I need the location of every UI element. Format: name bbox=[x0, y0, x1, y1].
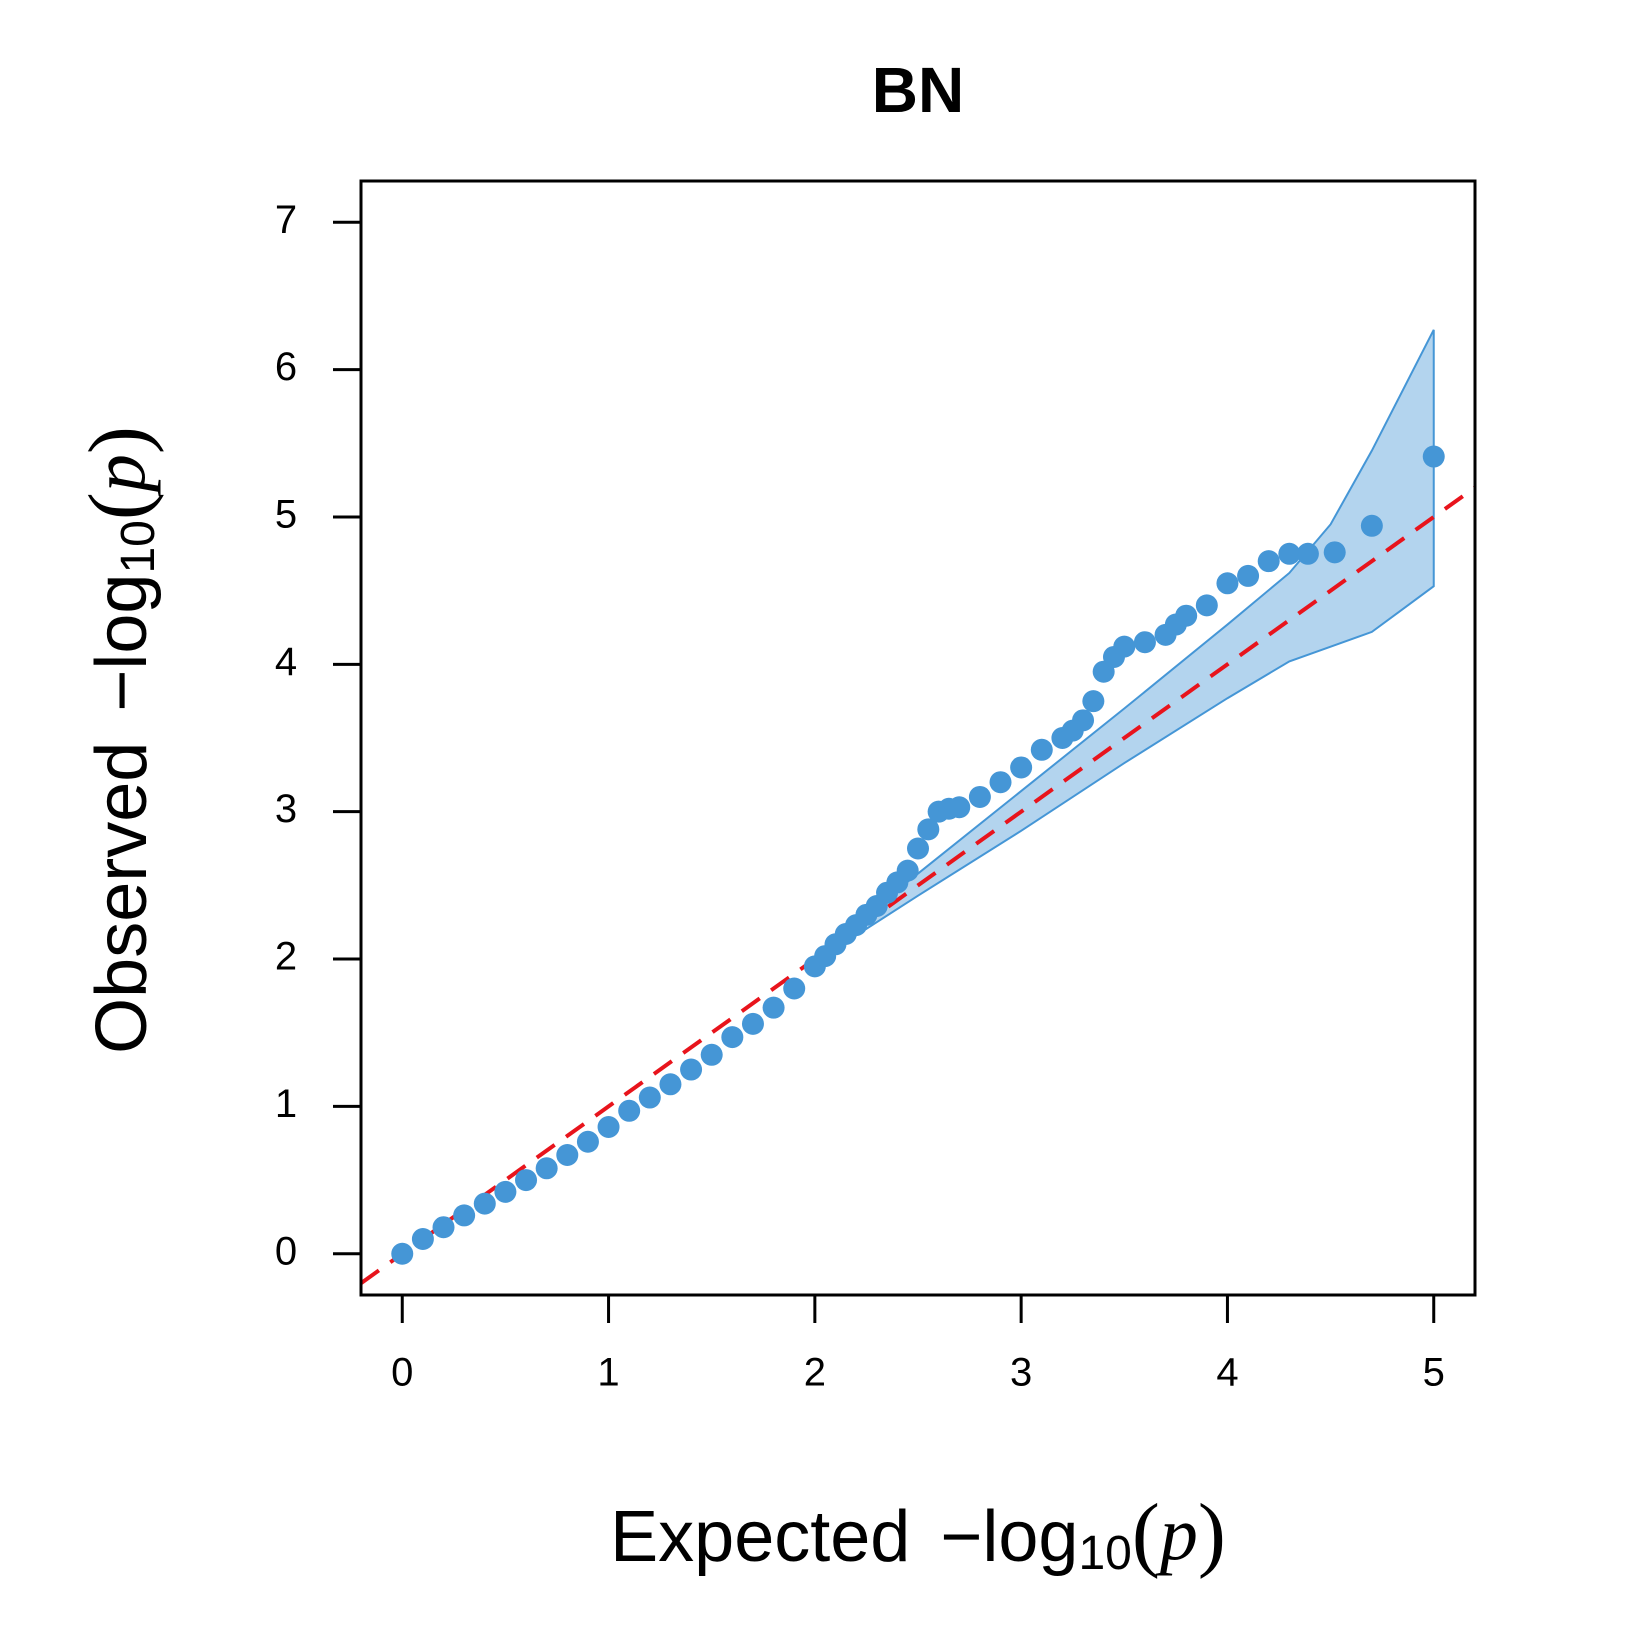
point bbox=[968, 785, 991, 808]
point bbox=[638, 1086, 661, 1109]
point bbox=[680, 1058, 703, 1081]
point bbox=[1175, 604, 1198, 627]
point bbox=[1422, 445, 1445, 468]
y-tick-label: 2 bbox=[275, 935, 297, 979]
point bbox=[535, 1157, 558, 1180]
point bbox=[473, 1192, 496, 1215]
plot-area bbox=[361, 329, 1475, 1285]
point bbox=[762, 996, 785, 1019]
point bbox=[783, 977, 806, 1000]
point bbox=[948, 796, 971, 819]
point bbox=[1030, 738, 1053, 761]
x-axis-label: Expected −log10(p) bbox=[610, 1487, 1226, 1580]
point bbox=[432, 1216, 455, 1239]
point bbox=[721, 1026, 744, 1049]
point bbox=[1237, 564, 1260, 587]
point bbox=[1323, 541, 1346, 564]
x-tick-label: 0 bbox=[391, 1351, 413, 1395]
x-tick-label: 2 bbox=[804, 1351, 826, 1395]
point bbox=[391, 1242, 414, 1265]
point bbox=[1360, 514, 1383, 537]
point bbox=[907, 837, 929, 860]
point bbox=[1278, 542, 1301, 565]
point bbox=[1216, 572, 1239, 595]
y-tick-label: 6 bbox=[275, 345, 297, 389]
reference-line bbox=[361, 485, 1475, 1285]
point bbox=[1257, 550, 1280, 573]
x-tick-label: 4 bbox=[1216, 1351, 1238, 1395]
point bbox=[618, 1099, 641, 1122]
point bbox=[1072, 709, 1095, 732]
point bbox=[741, 1012, 764, 1035]
point bbox=[576, 1130, 599, 1153]
point bbox=[1133, 631, 1156, 654]
point bbox=[411, 1228, 434, 1251]
x-tick-label: 1 bbox=[597, 1351, 619, 1395]
y-tick-label: 0 bbox=[275, 1229, 297, 1273]
y-tick-label: 3 bbox=[275, 787, 297, 831]
point bbox=[1195, 594, 1218, 617]
point bbox=[659, 1073, 682, 1096]
point bbox=[700, 1043, 723, 1066]
point bbox=[515, 1169, 538, 1192]
y-axis-label: Observed−log10(p) bbox=[72, 426, 165, 1054]
point bbox=[494, 1180, 517, 1203]
point bbox=[597, 1116, 620, 1139]
y-tick-label: 4 bbox=[275, 640, 297, 684]
point bbox=[1296, 542, 1319, 565]
x-tick-label: 3 bbox=[1010, 1351, 1032, 1395]
point bbox=[1010, 756, 1033, 779]
point bbox=[1113, 635, 1136, 658]
chart-title: BN bbox=[872, 54, 964, 126]
y-tick-label: 1 bbox=[275, 1082, 297, 1126]
point bbox=[917, 818, 940, 841]
point bbox=[896, 859, 919, 882]
point bbox=[989, 771, 1012, 794]
confidence-band bbox=[834, 329, 1435, 951]
x-tick-label: 5 bbox=[1423, 1351, 1445, 1395]
plot-frame bbox=[359, 179, 1477, 1297]
point bbox=[556, 1144, 579, 1167]
point bbox=[453, 1204, 476, 1227]
y-tick-label: 7 bbox=[275, 198, 297, 242]
y-tick-label: 5 bbox=[275, 493, 297, 537]
point bbox=[1082, 690, 1105, 713]
